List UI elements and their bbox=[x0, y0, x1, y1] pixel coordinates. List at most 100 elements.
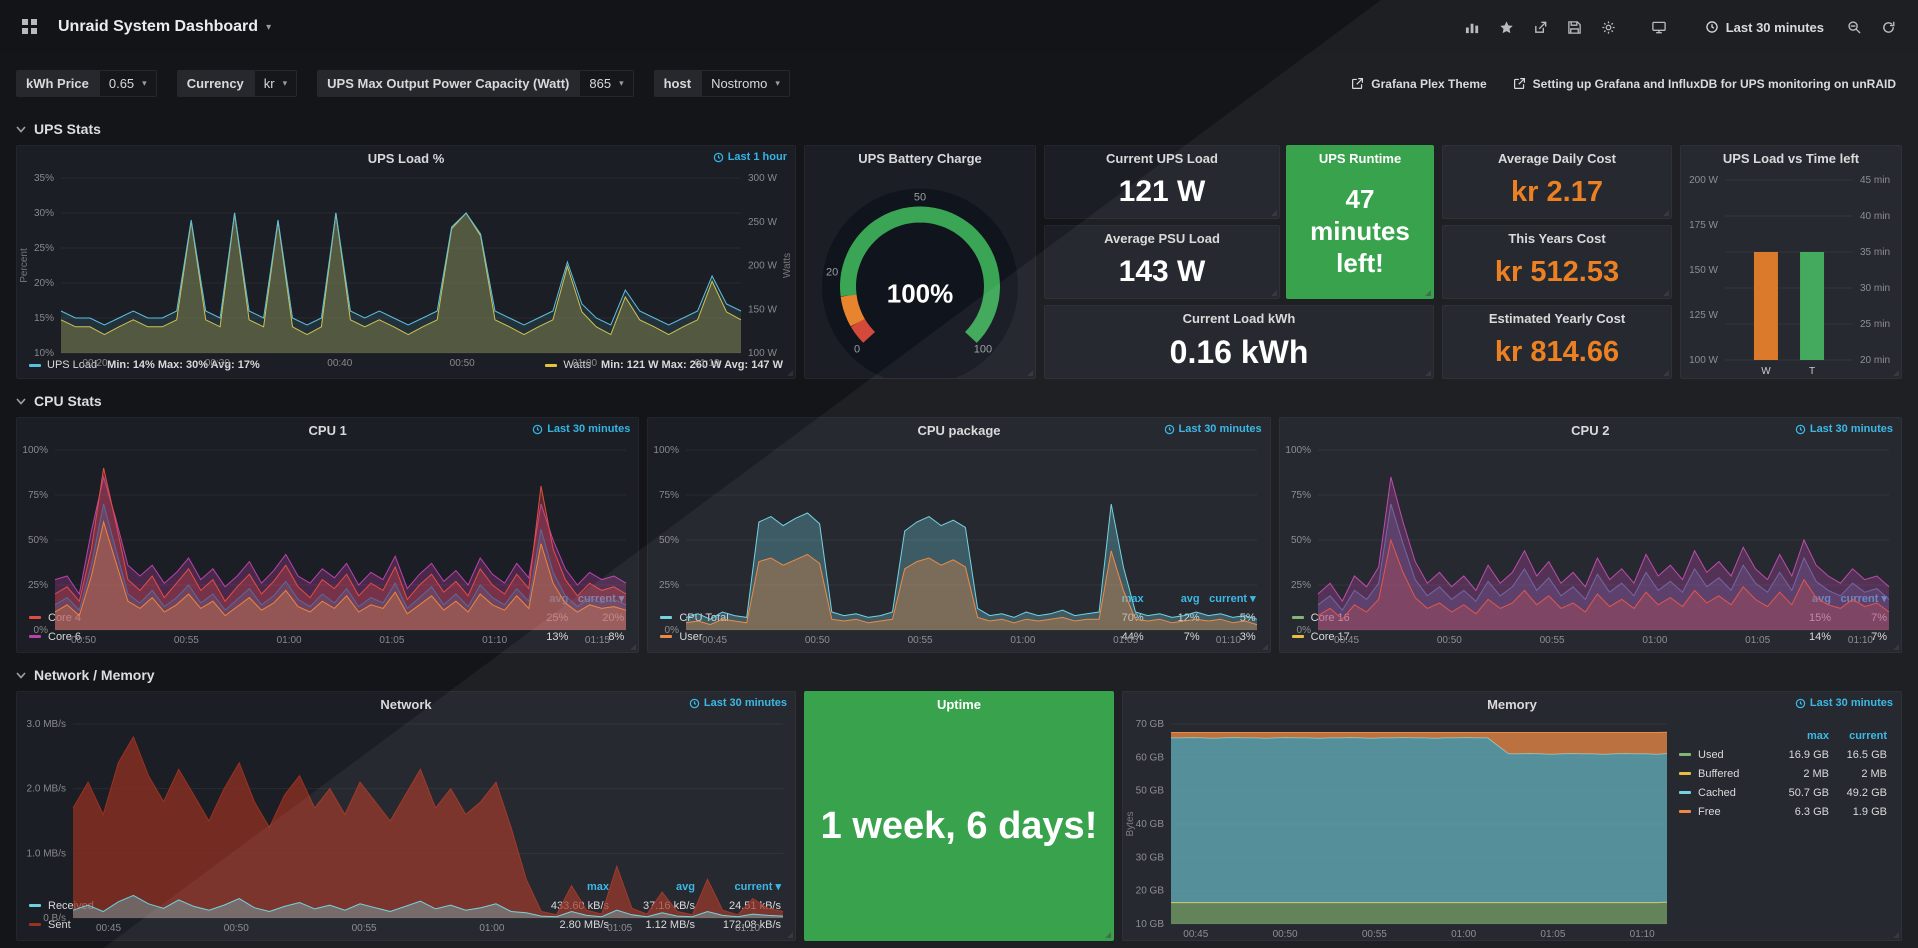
time-range-label: Last 30 minutes bbox=[1725, 19, 1824, 35]
panel-title[interactable]: Estimated Yearly Cost bbox=[1488, 311, 1626, 326]
legend-item[interactable]: Watts Min: 121 W Max: 260 W Avg: 147 W bbox=[545, 359, 783, 371]
svg-text:35 min: 35 min bbox=[1860, 247, 1890, 258]
legend-row[interactable]: Used 16.9 GB 16.5 GB bbox=[1679, 745, 1887, 764]
svg-text:00:55: 00:55 bbox=[908, 635, 933, 646]
svg-text:00:55: 00:55 bbox=[1539, 635, 1564, 646]
panel-title[interactable]: CPU package bbox=[917, 422, 1001, 438]
series-color-swatch[interactable] bbox=[29, 904, 41, 907]
series-color-swatch[interactable] bbox=[1679, 791, 1691, 794]
variable-value-dropdown[interactable]: 865 ▾ bbox=[579, 70, 634, 97]
svg-text:100: 100 bbox=[974, 343, 992, 355]
row-header-network-memory[interactable]: Network / Memory bbox=[0, 653, 1918, 691]
star-icon[interactable] bbox=[1491, 12, 1523, 42]
legend-row[interactable]: Free 6.3 GB 1.9 GB bbox=[1679, 802, 1887, 821]
panel-title[interactable]: UPS Load % bbox=[367, 150, 445, 166]
ups-load-vs-time-chart[interactable]: 45 min 40 min 35 min 30 min 25 min 20 min 200 … bbox=[1681, 170, 1901, 378]
panel-title[interactable]: CPU 1 bbox=[308, 422, 347, 438]
panel-title[interactable]: UPS Load vs Time left bbox=[1722, 150, 1860, 166]
dashboard-title-dropdown[interactable]: Unraid System Dashboard ▾ bbox=[58, 18, 271, 36]
panel-title[interactable]: Current UPS Load bbox=[1106, 151, 1218, 166]
svg-text:Percent: Percent bbox=[19, 248, 30, 283]
legend-row[interactable]: Cached 50.7 GB 49.2 GB bbox=[1679, 783, 1887, 802]
battery-gauge[interactable]: 0 20 50 100 100% bbox=[805, 170, 1035, 385]
time-badge: Last 1 hour bbox=[713, 151, 787, 163]
svg-text:75%: 75% bbox=[659, 490, 679, 501]
svg-text:00:50: 00:50 bbox=[1273, 929, 1298, 940]
save-icon[interactable] bbox=[1559, 12, 1591, 42]
svg-text:20%: 20% bbox=[34, 278, 54, 289]
add-panel-icon[interactable] bbox=[1457, 12, 1489, 42]
clock-icon bbox=[1795, 424, 1806, 434]
svg-text:3.0 MB/s: 3.0 MB/s bbox=[27, 719, 66, 730]
svg-text:50%: 50% bbox=[28, 535, 48, 546]
svg-text:00:55: 00:55 bbox=[174, 635, 199, 646]
refresh-icon[interactable] bbox=[1872, 12, 1904, 42]
cpu2-chart[interactable]: 100% 75% 50% 25% 0% 00:45 00:50 00:55 01:00 01:05… bbox=[1280, 442, 1901, 646]
variable-ups-max-output[interactable]: UPS Max Output Power Capacity (Watt) 865… bbox=[317, 70, 634, 97]
svg-text:45 min: 45 min bbox=[1860, 175, 1890, 186]
cpu1-chart[interactable]: 100% 75% 50% 25% 0% 00:50 00:55 01:00 01:05 01:10… bbox=[17, 442, 638, 646]
variable-value-dropdown[interactable]: kr ▾ bbox=[253, 70, 298, 97]
ups-load-chart[interactable]: 35% 30% 25% 20% 15% 10% 300 W 250 W 200 W 150 W 10… bbox=[17, 170, 795, 369]
svg-text:30%: 30% bbox=[34, 208, 54, 219]
memory-chart[interactable]: 70 GB 60 GB 50 GB 40 GB 30 GB 20 GB 10 GB 00:45… bbox=[1123, 716, 1679, 940]
clock-icon bbox=[532, 424, 543, 434]
chevron-down-icon bbox=[16, 671, 26, 679]
cpu-package-chart[interactable]: 100% 75% 50% 25% 0% 00:45 00:50 00:55 01:00 01:05… bbox=[648, 442, 1269, 646]
legend-row[interactable]: CPU Total 70% 12% 5% bbox=[660, 608, 1256, 627]
panel-title[interactable]: Memory bbox=[1487, 696, 1537, 712]
variable-value-dropdown[interactable]: Nostromo ▾ bbox=[701, 70, 790, 97]
time-range-picker[interactable]: Last 30 minutes bbox=[1693, 15, 1836, 40]
series-color-swatch[interactable] bbox=[1679, 772, 1691, 775]
series-color-swatch bbox=[545, 363, 558, 367]
legend-row[interactable]: Core 4 25% 20% bbox=[29, 608, 624, 627]
link-grafana-influxdb-guide[interactable]: Setting up Grafana and InfluxDB for UPS … bbox=[1507, 72, 1902, 96]
stat-value: kr 2.17 bbox=[1511, 175, 1603, 208]
series-color-swatch[interactable] bbox=[29, 635, 41, 638]
variable-host[interactable]: host Nostromo ▾ bbox=[653, 70, 790, 97]
series-color-swatch[interactable] bbox=[660, 635, 673, 638]
svg-text:20 GB: 20 GB bbox=[1136, 886, 1165, 897]
variable-kwh-price[interactable]: kWh Price 0.65 ▾ bbox=[16, 70, 157, 97]
panel-title[interactable]: Current Load kWh bbox=[1182, 311, 1296, 326]
legend-item[interactable]: UPS Load Min: 14% Max: 30% Avg: 17% bbox=[29, 359, 260, 371]
share-icon[interactable] bbox=[1525, 12, 1557, 42]
panel-title[interactable]: CPU 2 bbox=[1571, 422, 1610, 438]
svg-text:T: T bbox=[1809, 366, 1815, 377]
row-header-ups-stats[interactable]: UPS Stats bbox=[0, 107, 1918, 145]
panel-title[interactable]: UPS Battery Charge bbox=[858, 150, 982, 166]
zoom-out-icon[interactable] bbox=[1838, 12, 1870, 42]
legend-row[interactable]: Buffered 2 MB 2 MB bbox=[1679, 764, 1887, 783]
panel-title[interactable]: UPS Runtime bbox=[1318, 151, 1402, 166]
series-color-swatch[interactable] bbox=[660, 616, 673, 619]
network-chart[interactable]: 3.0 MB/s 2.0 MB/s 1.0 MB/s 0 B/s 00:45 00:50 0… bbox=[17, 716, 795, 934]
panel-title[interactable]: Average Daily Cost bbox=[1497, 151, 1616, 166]
series-color-swatch[interactable] bbox=[29, 923, 41, 926]
svg-text:01:00: 01:00 bbox=[1451, 929, 1476, 940]
variable-value-dropdown[interactable]: 0.65 ▾ bbox=[98, 70, 157, 97]
series-color-swatch[interactable] bbox=[1291, 635, 1304, 638]
link-grafana-plex-theme[interactable]: Grafana Plex Theme bbox=[1345, 72, 1492, 96]
svg-text:00:55: 00:55 bbox=[352, 923, 377, 934]
svg-text:40 GB: 40 GB bbox=[1136, 819, 1165, 830]
legend-row[interactable]: Core 17 14% 7% bbox=[1291, 627, 1887, 646]
svg-text:01:05: 01:05 bbox=[379, 635, 404, 646]
apps-menu-icon[interactable] bbox=[14, 12, 46, 42]
variable-currency[interactable]: Currency kr ▾ bbox=[176, 70, 298, 97]
svg-text:00:50: 00:50 bbox=[450, 358, 475, 369]
panel-title[interactable]: This Years Cost bbox=[1508, 231, 1606, 246]
series-color-swatch[interactable] bbox=[1679, 753, 1691, 756]
panel-title[interactable]: Network bbox=[380, 696, 432, 712]
legend-row[interactable]: User 44% 7% 3% bbox=[660, 627, 1256, 646]
series-color-swatch[interactable] bbox=[1679, 810, 1691, 813]
settings-icon[interactable] bbox=[1593, 12, 1625, 42]
series-color-swatch[interactable] bbox=[1291, 616, 1304, 619]
legend-row[interactable]: Sent 2.80 MB/s 1.12 MB/s 172.08 kB/s bbox=[29, 915, 781, 934]
panel-title[interactable]: Uptime bbox=[936, 697, 982, 712]
cycle-view-icon[interactable] bbox=[1643, 12, 1675, 42]
panel-title[interactable]: Average PSU Load bbox=[1104, 231, 1220, 246]
legend-row[interactable]: Core 6 13% 8% bbox=[29, 627, 624, 646]
svg-text:00:30: 00:30 bbox=[205, 358, 230, 369]
row-header-cpu-stats[interactable]: CPU Stats bbox=[0, 379, 1918, 417]
series-color-swatch[interactable] bbox=[29, 616, 41, 619]
